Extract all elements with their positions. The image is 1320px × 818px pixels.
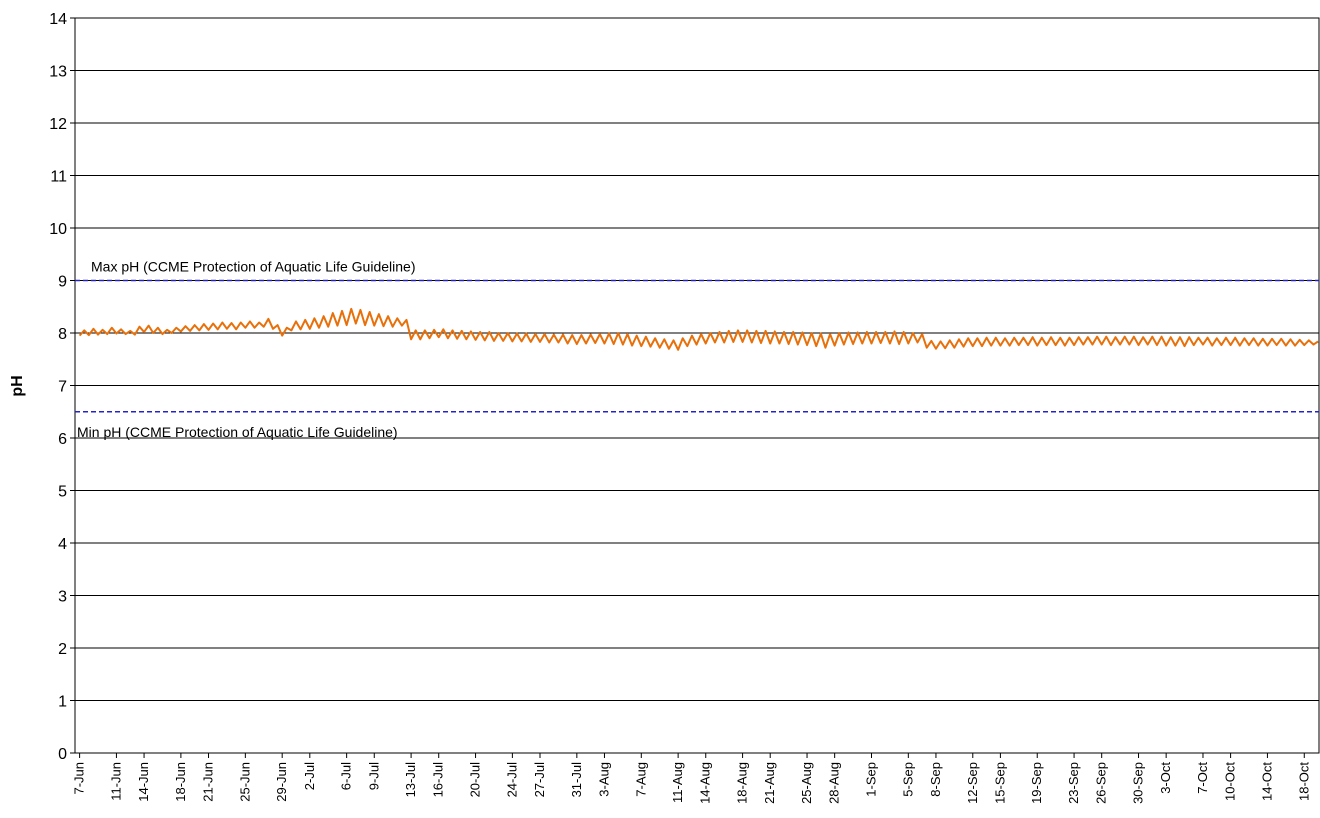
y-tick-label: 8: [58, 326, 67, 343]
x-tick-label: 11-Aug: [670, 762, 685, 803]
x-tick-label: 18-Jun: [173, 762, 188, 802]
x-tick-label: 27-Jul: [532, 762, 547, 798]
y-tick-label: 7: [58, 379, 67, 396]
x-tick-label: 9-Jul: [366, 762, 381, 790]
x-tick-label: 6-Jul: [339, 762, 354, 790]
x-tick-label: 14-Aug: [698, 762, 713, 804]
x-tick-label: 23-Sep: [1066, 762, 1081, 804]
x-tick-label: 28-Aug: [827, 762, 842, 804]
x-tick-label: 21-Aug: [762, 762, 777, 804]
x-tick-label: 30-Sep: [1131, 762, 1146, 804]
x-tick-label: 14-Jun: [136, 762, 151, 802]
reference-label: Min pH (CCME Protection of Aquatic Life …: [77, 424, 398, 440]
x-tick-label: 7-Aug: [633, 762, 648, 797]
y-tick-label: 2: [58, 641, 67, 658]
x-tick-label: 1-Sep: [863, 762, 878, 797]
x-tick-label: 20-Jul: [468, 762, 483, 798]
plot-frame: [74, 17, 1320, 754]
x-tick-label: 3-Aug: [596, 762, 611, 797]
y-tick-label: 5: [58, 484, 67, 501]
y-tick-label: 4: [58, 536, 67, 553]
x-tick-label: 10-Oct: [1223, 762, 1238, 801]
y-tick-label: 9: [58, 274, 67, 291]
reference-label: Max pH (CCME Protection of Aquatic Life …: [91, 259, 415, 275]
x-tick-label: 8-Sep: [928, 762, 943, 797]
x-tick-label: 18-Oct: [1296, 762, 1311, 801]
y-tick-label: 1: [58, 694, 67, 711]
x-tick-label: 31-Jul: [569, 762, 584, 798]
x-tick-label: 7-Oct: [1195, 762, 1210, 794]
y-axis-label: pH: [9, 375, 26, 396]
y-tick-label: 6: [58, 431, 67, 448]
x-tick-label: 15-Sep: [992, 762, 1007, 804]
x-tick-label: 2-Jul: [302, 762, 317, 790]
x-tick-label: 13-Jul: [403, 762, 418, 798]
y-tick-label: 14: [49, 11, 67, 28]
x-tick-label: 25-Jun: [237, 762, 252, 802]
y-tick-label: 0: [58, 746, 67, 763]
x-tick-label: 29-Jun: [274, 762, 289, 802]
x-tick-label: 3-Oct: [1158, 762, 1173, 794]
y-tick-label: 13: [49, 64, 67, 81]
x-tick-label: 16-Jul: [431, 762, 446, 798]
x-tick-label: 5-Sep: [900, 762, 915, 797]
y-tick-label: 10: [49, 221, 67, 238]
x-tick-label: 14-Oct: [1259, 762, 1274, 801]
y-tick-label: 3: [58, 589, 67, 606]
x-tick-label: 11-Jun: [108, 762, 123, 801]
x-tick-label: 12-Sep: [965, 762, 980, 804]
x-tick-label: 18-Aug: [735, 762, 750, 804]
data-line: [78, 307, 1319, 351]
x-tick-label: 25-Aug: [799, 762, 814, 804]
y-tick-label: 11: [50, 169, 67, 186]
x-tick-label: 24-Jul: [504, 762, 519, 798]
x-tick-label: 7-Jun: [72, 762, 87, 795]
x-tick-label: 26-Sep: [1094, 762, 1109, 804]
y-tick-label: 12: [49, 116, 67, 133]
x-tick-label: 21-Jun: [201, 762, 216, 802]
x-tick-label: 19-Sep: [1029, 762, 1044, 804]
